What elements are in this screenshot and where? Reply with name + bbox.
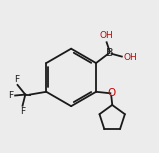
Text: OH: OH bbox=[100, 31, 114, 40]
Text: OH: OH bbox=[124, 53, 137, 62]
Text: F: F bbox=[8, 91, 13, 100]
Text: F: F bbox=[20, 107, 25, 116]
Text: B: B bbox=[106, 48, 113, 58]
Text: F: F bbox=[14, 75, 19, 84]
Text: O: O bbox=[107, 88, 115, 98]
